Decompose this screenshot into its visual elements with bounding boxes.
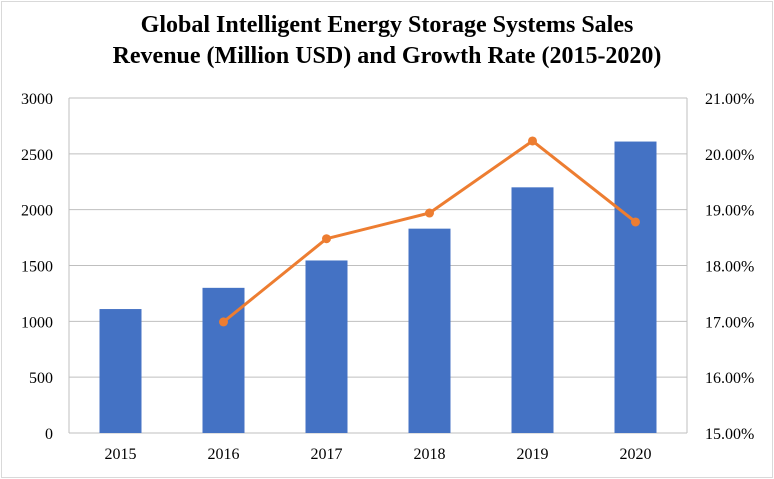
y-right-tick-label: 16.00% <box>705 370 754 387</box>
x-tick-label: 2015 <box>105 446 137 463</box>
chart-title: Global Intelligent Energy Storage System… <box>0 10 774 72</box>
chart-title-line-1: Global Intelligent Energy Storage System… <box>140 12 634 38</box>
y-right-tick-label: 18.00% <box>705 259 754 276</box>
y-right-tick-label: 20.00% <box>705 147 754 164</box>
y-left-tick-label: 500 <box>29 370 53 387</box>
bar <box>408 228 451 433</box>
growth-point <box>322 234 331 244</box>
y-right-tick-label: 15.00% <box>705 426 754 443</box>
x-tick-label: 2018 <box>414 446 446 463</box>
bar <box>305 260 348 433</box>
bar <box>99 309 142 433</box>
growth-point <box>219 317 228 327</box>
x-tick-label: 2019 <box>517 446 549 463</box>
bar <box>614 141 657 434</box>
y-left-tick-label: 1500 <box>21 259 53 276</box>
y-right-tick-label: 21.00% <box>705 91 754 108</box>
growth-point <box>631 217 640 227</box>
x-tick-label: 2016 <box>208 446 240 463</box>
growth-point <box>425 208 434 218</box>
bar <box>511 187 554 433</box>
x-tick-label: 2020 <box>620 446 652 463</box>
y-left-tick-label: 3000 <box>21 91 53 108</box>
y-right-tick-label: 17.00% <box>705 314 754 331</box>
y-left-tick-label: 2500 <box>21 147 53 164</box>
chart-title-line-2: Revenue (Million USD) and Growth Rate (2… <box>112 43 662 69</box>
y-right-tick-label: 19.00% <box>705 203 754 220</box>
y-left-tick-label: 2000 <box>21 203 53 220</box>
y-left-tick-label: 0 <box>45 426 53 443</box>
growth-point <box>528 136 537 146</box>
y-left-tick-label: 1000 <box>21 314 53 331</box>
x-tick-label: 2017 <box>311 446 343 463</box>
